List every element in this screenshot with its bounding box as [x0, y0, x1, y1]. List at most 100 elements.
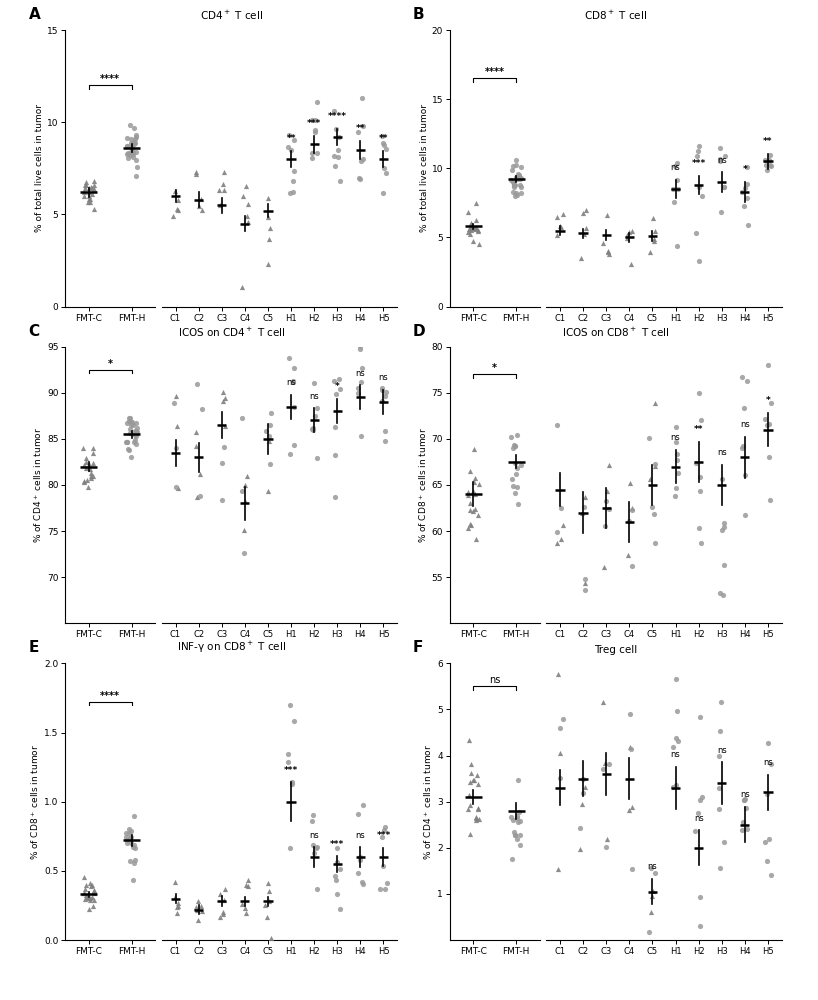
- Point: [462, 221, 475, 237]
- Point: [621, 227, 634, 243]
- Point: [580, 220, 593, 236]
- Point: [120, 829, 133, 845]
- Point: [692, 385, 705, 401]
- Point: [649, 395, 662, 411]
- Point: [717, 519, 730, 535]
- Point: [172, 192, 185, 208]
- Point: [470, 195, 483, 211]
- Point: [82, 479, 95, 495]
- Point: [123, 413, 136, 429]
- Point: [171, 905, 184, 921]
- Point: [121, 441, 134, 457]
- Point: [623, 475, 636, 491]
- Point: [195, 903, 208, 919]
- Point: [717, 557, 730, 573]
- Point: [649, 456, 662, 472]
- Point: [672, 465, 685, 481]
- Point: [515, 457, 528, 473]
- Point: [375, 393, 389, 409]
- Point: [694, 918, 707, 934]
- Point: [378, 388, 391, 404]
- Point: [461, 801, 474, 817]
- Point: [600, 493, 613, 509]
- Point: [469, 809, 482, 825]
- Point: [555, 531, 568, 547]
- Point: [691, 143, 704, 159]
- Point: [602, 243, 615, 259]
- Point: [472, 800, 485, 816]
- Point: [510, 810, 524, 826]
- Point: [357, 797, 370, 813]
- Point: [735, 184, 748, 200]
- Point: [239, 178, 252, 194]
- Text: ns: ns: [309, 831, 319, 840]
- Point: [738, 792, 751, 808]
- Point: [79, 450, 92, 466]
- Point: [353, 341, 366, 357]
- Point: [621, 230, 634, 246]
- Point: [121, 138, 134, 154]
- Point: [78, 869, 91, 885]
- Point: [644, 471, 657, 487]
- Text: ns: ns: [356, 369, 366, 378]
- Text: **: **: [356, 124, 365, 133]
- Point: [83, 180, 96, 196]
- Point: [169, 874, 182, 890]
- Point: [376, 135, 389, 151]
- Point: [189, 424, 202, 440]
- Point: [375, 128, 389, 144]
- Point: [195, 898, 208, 914]
- Point: [172, 480, 185, 496]
- Point: [599, 518, 612, 534]
- Point: [351, 865, 364, 881]
- Point: [287, 132, 300, 148]
- Point: [193, 198, 206, 214]
- Point: [284, 185, 297, 201]
- Point: [511, 814, 524, 830]
- Point: [306, 813, 319, 829]
- Point: [353, 171, 366, 187]
- Point: [463, 826, 476, 842]
- Point: [88, 173, 101, 189]
- Point: [311, 145, 324, 161]
- Text: ns: ns: [489, 675, 501, 685]
- Point: [286, 373, 299, 389]
- Point: [762, 357, 775, 373]
- Point: [764, 867, 777, 883]
- Point: [124, 853, 137, 869]
- Point: [85, 878, 98, 894]
- Point: [648, 458, 661, 474]
- Point: [309, 122, 322, 138]
- Point: [469, 531, 482, 547]
- Point: [122, 821, 135, 837]
- Text: E: E: [29, 640, 39, 655]
- Point: [355, 90, 368, 106]
- Point: [596, 761, 609, 777]
- Point: [236, 896, 249, 912]
- Point: [471, 776, 484, 792]
- Point: [468, 501, 481, 517]
- Point: [464, 774, 477, 790]
- Point: [713, 151, 726, 167]
- Point: [626, 502, 639, 518]
- Point: [506, 851, 519, 867]
- Point: [80, 174, 93, 190]
- Point: [692, 179, 705, 195]
- Point: [645, 499, 658, 515]
- Point: [331, 854, 344, 870]
- Point: [511, 808, 524, 824]
- Point: [217, 906, 230, 922]
- Point: [119, 434, 133, 450]
- Point: [261, 256, 274, 272]
- Point: [123, 410, 136, 426]
- Point: [263, 231, 276, 247]
- Text: ****: ****: [101, 691, 120, 701]
- Point: [510, 185, 523, 201]
- Point: [262, 209, 275, 225]
- Point: [126, 417, 139, 433]
- Point: [758, 834, 771, 850]
- Text: ns: ns: [671, 433, 681, 442]
- Point: [649, 865, 662, 881]
- Point: [216, 455, 229, 471]
- Point: [463, 732, 476, 748]
